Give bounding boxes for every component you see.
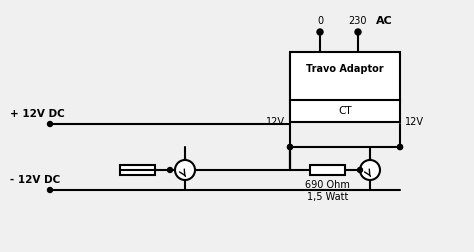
Circle shape — [360, 160, 380, 180]
Circle shape — [167, 168, 173, 173]
Circle shape — [357, 168, 363, 173]
Text: Travo Adaptor: Travo Adaptor — [306, 65, 384, 75]
Text: + 12V DC: + 12V DC — [10, 109, 65, 119]
Circle shape — [47, 187, 53, 193]
Circle shape — [47, 121, 53, 127]
Circle shape — [355, 29, 361, 35]
Bar — [290, 52, 400, 102]
Text: 690 Ohm
1,5 Watt: 690 Ohm 1,5 Watt — [305, 180, 350, 202]
Circle shape — [398, 144, 402, 149]
Text: 12V: 12V — [266, 117, 285, 127]
Text: AC: AC — [376, 16, 393, 26]
Bar — [290, 100, 400, 122]
Circle shape — [398, 144, 402, 149]
Text: 230: 230 — [349, 16, 367, 26]
Circle shape — [288, 144, 292, 149]
Circle shape — [288, 144, 292, 149]
Circle shape — [317, 29, 323, 35]
Bar — [120, 165, 155, 175]
Text: - 12V DC: - 12V DC — [10, 175, 60, 185]
Text: CT: CT — [338, 106, 352, 116]
Circle shape — [175, 160, 195, 180]
Text: 0: 0 — [317, 16, 323, 26]
Text: 12V: 12V — [405, 117, 424, 127]
Bar — [310, 165, 345, 175]
